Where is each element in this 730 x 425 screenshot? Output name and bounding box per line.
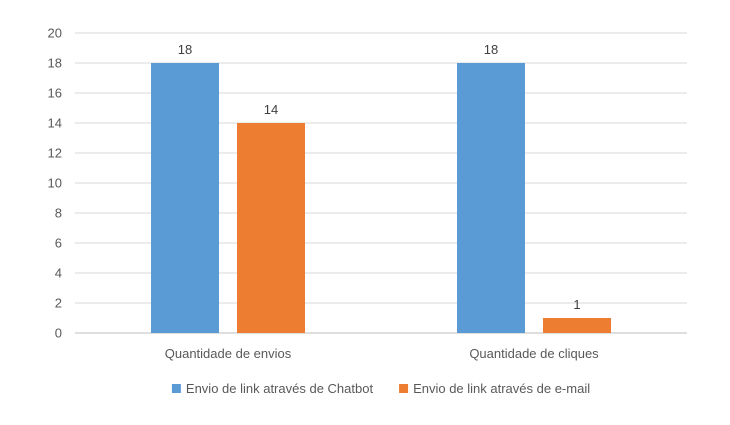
data-labels: 18 14 18 1 [178,42,581,312]
y-tick-label: 8 [55,206,62,221]
x-axis-categories: Quantidade de envios Quantidade de clique… [165,346,599,361]
legend: Envio de link através de Chatbot Envio de… [171,381,590,396]
y-tick-label: 2 [55,296,62,311]
legend-item: Envio de link através de Chatbot [171,381,374,396]
data-label: 18 [484,42,498,57]
y-tick-label: 6 [55,236,62,251]
y-tick-label: 4 [55,266,62,281]
data-label: 1 [573,297,580,312]
y-tick-label: 20 [48,26,62,41]
legend-label: Envio de link através de e-mail [413,381,590,396]
y-tick-label: 10 [48,176,62,191]
y-tick-label: 16 [48,86,62,101]
bar [543,318,611,333]
y-tick-label: 12 [48,146,62,161]
bar [151,63,219,333]
bar [457,63,525,333]
data-label: 14 [264,102,278,117]
category-label: Quantidade de envios [165,346,292,361]
bar [237,123,305,333]
category-label: Quantidade de cliques [469,346,599,361]
y-tick-label: 18 [48,56,62,71]
legend-label: Envio de link através de Chatbot [186,381,374,396]
bars [151,63,611,333]
data-label: 18 [178,42,192,57]
y-tick-label: 14 [48,116,62,131]
y-tick-label: 0 [55,326,62,341]
y-axis-ticks: 0 2 4 6 8 10 12 14 16 18 20 [48,26,62,341]
legend-item: Envio de link através de e-mail [399,381,590,396]
legend-swatch [399,384,409,393]
legend-swatch [171,384,181,393]
